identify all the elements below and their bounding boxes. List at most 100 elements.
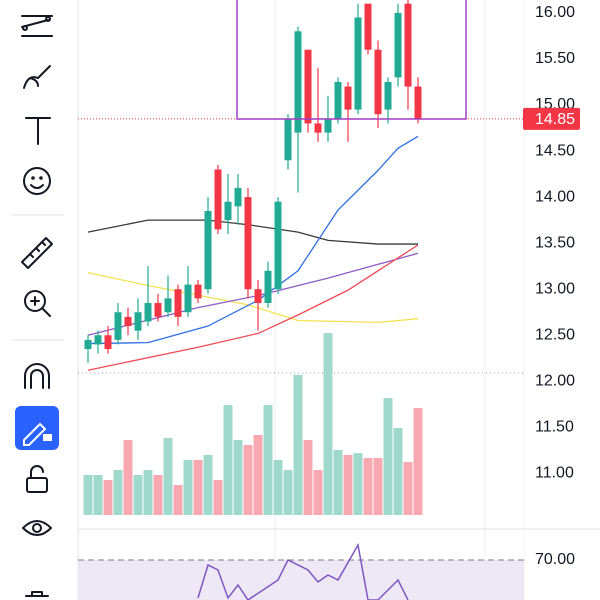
y-tick-label: 14.50 — [535, 142, 575, 159]
candle-body — [314, 123, 322, 133]
moving-average — [87, 135, 419, 345]
y-tick-label: 12.50 — [535, 326, 575, 343]
volume-bar — [103, 480, 113, 515]
candle-body — [124, 316, 132, 327]
volume-bar — [213, 480, 223, 515]
last-price-label: 14.85 — [535, 111, 575, 128]
candle-body — [144, 303, 152, 322]
ruler-tool[interactable] — [21, 237, 53, 269]
visibility-tool[interactable] — [22, 520, 52, 536]
y-tick-label: 11.50 — [535, 419, 574, 436]
volume-bar — [283, 470, 293, 515]
moving-average — [87, 244, 419, 371]
plot — [78, 0, 524, 515]
candle-body — [364, 3, 372, 50]
zoom-tool[interactable] — [24, 290, 51, 317]
lock-drawings-icon — [23, 422, 47, 446]
last-price-tag — [523, 107, 580, 130]
candle-body — [334, 81, 342, 119]
trend-tool[interactable] — [21, 15, 53, 37]
toolbar — [12, 15, 64, 597]
candle-body — [214, 169, 222, 230]
volume-bar — [343, 455, 353, 515]
volume-bar — [183, 460, 193, 515]
volume-bar — [233, 440, 243, 515]
candle-body — [204, 210, 212, 290]
volume-bar — [93, 475, 103, 515]
candle-body — [134, 312, 142, 331]
y-tick-label: 13.50 — [535, 234, 575, 251]
magnet-tool[interactable] — [24, 363, 50, 389]
volume-bar — [153, 475, 163, 515]
volume-bar — [373, 458, 383, 515]
candle-body — [194, 284, 202, 299]
volume-bar — [363, 458, 373, 515]
candle-body — [264, 270, 272, 304]
candle-body — [344, 86, 352, 110]
delete-tool[interactable] — [25, 591, 49, 597]
candle-body — [94, 335, 102, 345]
volume-bar — [273, 460, 283, 515]
candle-body — [164, 298, 172, 313]
unlock-tool[interactable] — [26, 465, 48, 493]
volume-bar — [293, 375, 303, 515]
candle-body — [174, 289, 182, 317]
candle-body — [324, 118, 332, 133]
volume-bar — [383, 398, 393, 515]
candle-body — [394, 12, 402, 78]
moving-average — [87, 219, 418, 245]
volume-bar — [263, 405, 273, 515]
brush-tool[interactable] — [23, 65, 51, 89]
y-tick-label: 16.00 — [535, 4, 575, 21]
volume-bar — [133, 475, 143, 515]
volume-bar — [83, 475, 93, 515]
candle-body — [274, 201, 282, 290]
volume-bar — [333, 450, 343, 515]
candle-body — [224, 201, 232, 221]
volume-bar — [353, 453, 363, 515]
candle-body — [84, 339, 92, 350]
candle-body — [374, 49, 382, 115]
y-tick-label: 13.00 — [535, 280, 575, 297]
candle-body — [104, 335, 112, 350]
candle-body — [234, 187, 242, 207]
candle-body — [304, 49, 312, 124]
candle-body — [414, 86, 422, 119]
rectangle-drawing[interactable] — [236, 0, 467, 120]
candle-body — [244, 197, 252, 290]
candle-body — [254, 289, 262, 304]
candle-body — [284, 118, 292, 161]
y-tick-label: 11.00 — [535, 465, 574, 482]
moving-average — [87, 271, 419, 324]
candle-body — [154, 303, 162, 317]
rsi-line — [197, 542, 409, 600]
candle-body — [384, 81, 392, 110]
emoji-tool[interactable] — [23, 167, 51, 195]
volume-bar — [173, 485, 183, 515]
volume-bar — [313, 470, 323, 515]
volume-bar — [123, 440, 133, 515]
volume-bar — [143, 470, 153, 515]
volume-bar — [253, 435, 263, 515]
rsi-tick-label: 70.00 — [535, 551, 575, 568]
y-tick-label: 14.00 — [535, 188, 575, 205]
lock-drawings-icon — [43, 434, 52, 441]
candle-body — [184, 284, 192, 313]
volume-bar — [223, 405, 233, 515]
volume-bar — [323, 333, 333, 515]
volume-bar — [163, 438, 173, 515]
volume-bar — [243, 445, 253, 515]
volume-bar — [193, 460, 203, 515]
volume-bar — [413, 408, 423, 515]
candle-body — [294, 31, 302, 133]
y-tick-label: 12.00 — [535, 373, 575, 390]
price-axis: 16.0015.5015.0014.5014.0013.5013.0012.50… — [535, 4, 575, 482]
text-tool[interactable] — [25, 117, 51, 145]
candle-body — [404, 3, 412, 87]
y-tick-label: 15.50 — [535, 50, 575, 67]
volume-bar — [303, 440, 313, 515]
candle-body — [114, 312, 122, 340]
candle-body — [354, 17, 362, 110]
